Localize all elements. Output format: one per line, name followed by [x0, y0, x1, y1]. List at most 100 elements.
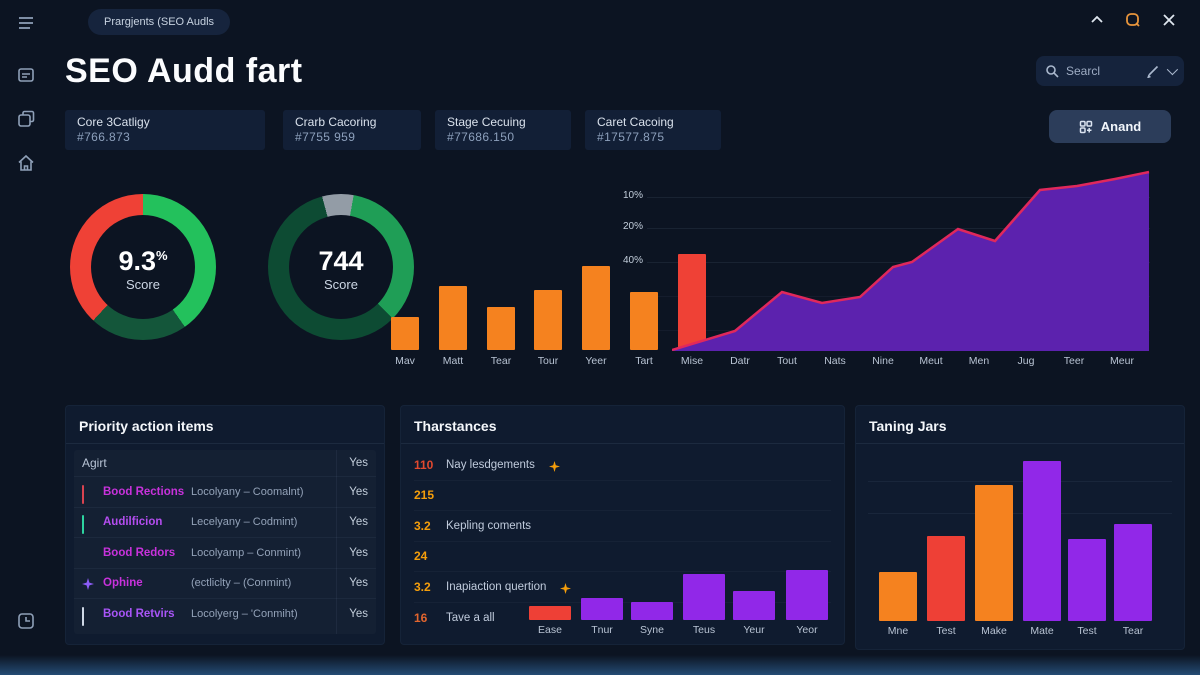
anand-button[interactable]: Anand [1049, 110, 1171, 143]
x-axis-label: Ease [538, 624, 562, 636]
item-number: 3.2 [414, 579, 431, 594]
item-status: Yes [349, 546, 368, 559]
stat-card-label: Caret Cacoing [597, 115, 674, 129]
performance-chart: Mav Matt Tear Tour Yeer Tart Mise Datr Tout Nats N… [385, 165, 1150, 375]
bar-Tour[interactable] [534, 290, 562, 350]
table-row[interactable]: Ophine (ectliclty – (Conmint) Yes [74, 569, 376, 599]
donut-value: 744 [318, 246, 364, 276]
bar-Tart[interactable] [630, 292, 658, 350]
checkbox-white-outline-icon[interactable] [82, 607, 94, 627]
stat-card[interactable]: Caret Cacoing #17577.875 [585, 110, 721, 150]
chevron-down-icon[interactable] [1166, 63, 1179, 76]
tharstances-bar-chart: Ease Tnur Syne Teus Yeur Yeor [511, 570, 841, 636]
pen-icon[interactable] [1146, 64, 1160, 79]
home-icon[interactable] [16, 153, 36, 173]
bar-series [385, 165, 1150, 350]
table-row[interactable]: Bood Rections Locolyany – Coomalnt) Yes [74, 477, 376, 508]
x-axis-label: Test [936, 625, 956, 637]
alert-icon[interactable] [1124, 11, 1142, 29]
table-row[interactable]: Bood Redors Locolyamp – Conmint) Yes [74, 538, 376, 569]
table-row[interactable]: Bood Retvirs Locolyerg – 'Conmiht) Yes [74, 599, 376, 630]
gridline [647, 262, 1150, 263]
x-axis-label: Meut [919, 355, 943, 367]
bar-Syne[interactable] [631, 602, 673, 620]
checkbox-teal-outline-icon[interactable] [82, 515, 94, 535]
column-header: Yes [349, 457, 368, 469]
history-icon[interactable] [16, 611, 36, 631]
item-text: Inapiaction quertion [446, 580, 547, 593]
item-status: Yes [349, 577, 368, 590]
stat-card[interactable]: Stage Cecuing #77686.150 [435, 110, 571, 150]
list-item[interactable]: 16 Tave a all [414, 603, 831, 634]
chevron-up-icon[interactable] [1088, 11, 1106, 29]
x-axis-label: Jug [1017, 355, 1035, 367]
list-item[interactable]: 3.2 Kepling coments [414, 511, 831, 542]
x-axis-label: Yeor [796, 624, 818, 636]
x-axis-label: Syne [640, 624, 664, 636]
bar-Mne[interactable] [879, 572, 917, 621]
bar-Matt[interactable] [439, 286, 467, 350]
bar-Mate[interactable] [1023, 461, 1061, 621]
score-donut-chart: 9.3% Score [70, 194, 216, 340]
donut-unit: % [155, 248, 168, 263]
sparkle-icon[interactable] [82, 577, 94, 591]
breadcrumb-label: Prargjents (SEO Audls [104, 16, 215, 28]
divider [66, 443, 384, 444]
priority-table: Agirt Yes Bood Rections Locolyany – Coom… [74, 450, 376, 634]
column-header: Agirt [82, 456, 107, 470]
x-axis-label: Yeer [585, 355, 607, 367]
list-item[interactable]: 110 Nay lesdgements [414, 450, 831, 481]
bar-Mav[interactable] [391, 317, 419, 350]
stat-card[interactable]: Crarb Cacoring #7755 959 [283, 110, 421, 150]
divider [856, 443, 1184, 444]
taning-bar-chart: Mne Test Make Mate Test Tear [868, 456, 1174, 637]
menu-icon[interactable] [16, 13, 36, 33]
bar-Tear[interactable] [487, 307, 515, 350]
panel-title: Priority action items [79, 418, 214, 434]
stat-card-value: #766.873 [77, 130, 131, 144]
bar-Ease[interactable] [529, 606, 571, 620]
bar-Yeur[interactable] [733, 591, 775, 620]
bar-Make[interactable] [975, 485, 1013, 621]
bar-Test[interactable] [927, 536, 965, 621]
bar-Yeer[interactable] [582, 266, 610, 350]
y-axis-label: 40% [622, 255, 643, 266]
notes-icon[interactable] [16, 65, 36, 85]
stat-card[interactable]: Core 3Catligy #766.873 [65, 110, 265, 150]
x-axis-label: Nine [872, 355, 894, 367]
bar-Tnur[interactable] [581, 598, 623, 620]
list-item[interactable]: 215 [414, 481, 831, 511]
item-status: Yes [349, 516, 368, 529]
x-axis-label: Datr [730, 355, 750, 367]
table-row[interactable]: Audilficion Lecelyany – Codmint) Yes [74, 508, 376, 538]
item-desc: Locolyerg – 'Conmiht) [191, 608, 298, 621]
square-red-filled-icon[interactable] [82, 547, 94, 559]
x-axis-label: Yeur [743, 624, 765, 636]
donut-label: Score [324, 277, 358, 292]
bar-Tear[interactable] [1114, 524, 1152, 621]
checkbox-red-outline-icon[interactable] [82, 484, 94, 504]
bar-Teus[interactable] [683, 574, 725, 620]
bottom-glow [0, 655, 1200, 675]
x-axis-label: Teus [692, 624, 716, 636]
breadcrumb[interactable]: Prargjents (SEO Audls [88, 9, 231, 35]
close-icon[interactable] [1160, 11, 1178, 29]
bar-Mise[interactable] [678, 254, 706, 350]
item-desc: Locolyamp – Conmint) [191, 546, 302, 559]
item-desc: Locolyany – Coomalnt) [191, 485, 304, 498]
x-axis-label: Meur [1110, 355, 1134, 367]
bar-Yeor[interactable] [786, 570, 828, 620]
copy-icon[interactable] [16, 109, 36, 129]
stat-card-value: #7755 959 [295, 130, 356, 144]
x-axis-label: Matt [442, 355, 464, 367]
search-input[interactable]: Searcl [1036, 56, 1184, 86]
x-axis-label: Teer [1063, 355, 1085, 367]
gridline [868, 481, 1172, 482]
star-icon [560, 581, 572, 595]
donut-label: Score [126, 277, 160, 292]
list-item[interactable]: 24 [414, 542, 831, 572]
x-axis-label: Nats [824, 355, 846, 367]
sidebar [0, 0, 50, 675]
bar-Test[interactable] [1068, 539, 1106, 621]
